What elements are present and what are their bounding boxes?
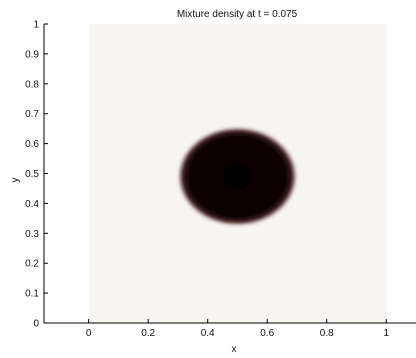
y-tick-label: 0.8 [25,79,39,90]
x-axis-label: x [232,344,237,355]
chart-title: Mixture density at t = 0.075 [177,9,298,20]
y-tick-label: 0 [33,319,39,330]
y-tick-label: 0.2 [25,259,39,270]
y-tick-label: 0.9 [25,49,39,60]
x-tick-label: 0.2 [141,328,155,339]
y-tick-label: 0.1 [25,289,39,300]
y-tick-label: 0.4 [25,199,39,210]
y-tick-label: 1 [33,20,39,31]
x-tick-label: 1 [383,328,389,339]
y-ticks: 0 0.1 0.2 0.3 0.4 0.5 0.6 0.7 0.8 0.9 1 [25,20,48,330]
x-ticks: 0 0.2 0.4 0.6 0.8 1 [86,319,389,339]
x-tick-label: 0.8 [320,328,334,339]
y-axis-label: y [10,178,21,183]
x-tick-label: 0.4 [201,328,215,339]
y-tick-label: 0.7 [25,109,39,120]
x-tick-label: 0.6 [260,328,274,339]
y-tick-label: 0.3 [25,229,39,240]
y-tick-label: 0.6 [25,139,39,150]
y-tick-label: 0.5 [25,169,39,180]
x-tick-label: 0 [86,328,92,339]
density-blob [177,127,297,226]
